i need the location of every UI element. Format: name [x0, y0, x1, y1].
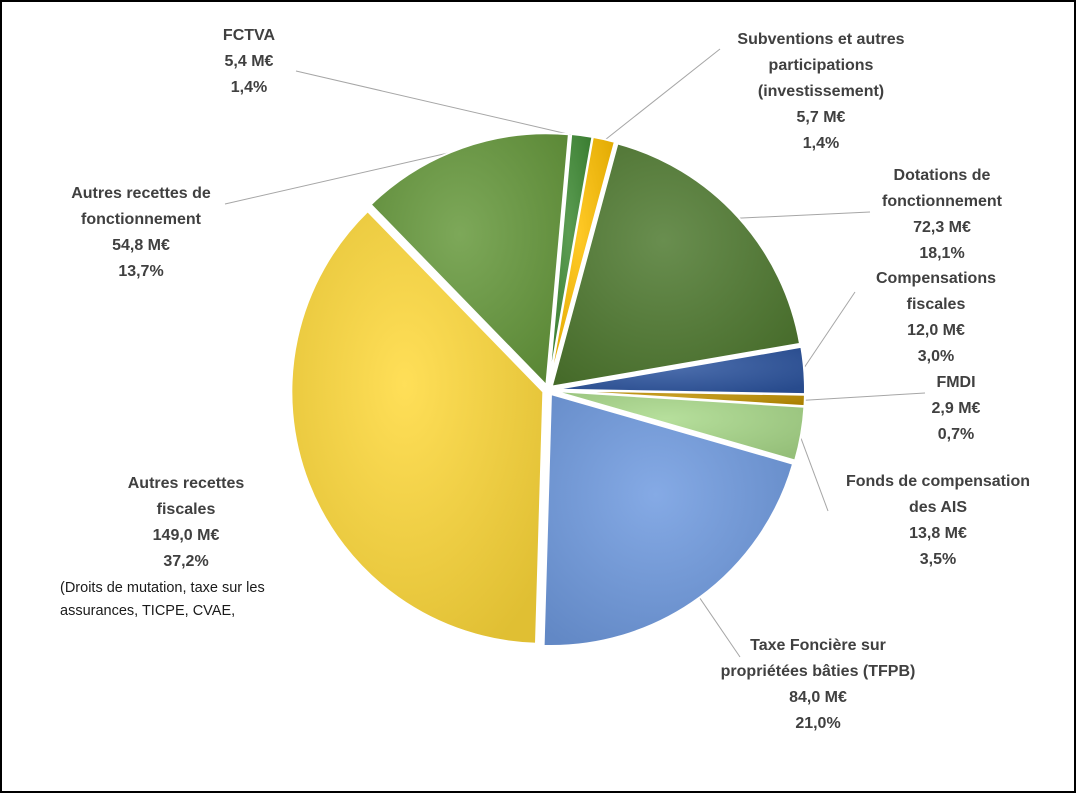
pie-slice-5	[542, 392, 795, 647]
slice-label-8: FCTVA 5,4 M€ 1,4%	[189, 23, 309, 101]
slice-label-text: FCTVA	[222, 27, 276, 44]
slice-note-text: assurances, TICPE, CVAE,	[60, 603, 236, 619]
leader-line-0	[603, 48, 721, 142]
slice-label-text: Fonds de compensation	[845, 473, 1030, 490]
slice-label-0: Subventions et autres participations (inve…	[691, 27, 951, 157]
leader-line-2	[801, 291, 856, 371]
slice-percent: 1,4%	[802, 135, 840, 152]
leader-line-8	[295, 70, 582, 138]
slice-percent: 0,7%	[937, 426, 975, 443]
pie-slice-8	[547, 132, 594, 386]
slice-label-5: Taxe Foncière sur propriétées bâties (TFP…	[688, 633, 948, 737]
slice-label-text: fiscales	[906, 296, 966, 313]
leader-line-4	[798, 433, 829, 512]
slice-value: 84,0 M€	[789, 689, 847, 706]
slice-label-6: Autres recettes fiscales 149,0 M€ 37,2%	[76, 471, 296, 575]
slice-percent: 37,2%	[163, 553, 209, 570]
slice-note-6: (Droits de mutation, taxe sur les assuran…	[60, 577, 265, 623]
slice-label-text: Autres recettes de	[71, 185, 211, 202]
slice-label-7: Autres recettes de fonctionnement 54,8 M€ 1…	[31, 181, 251, 285]
slice-value: 149,0 M€	[152, 527, 220, 544]
slice-value: 5,7 M€	[796, 109, 846, 126]
slice-label-text: fonctionnement	[81, 211, 201, 228]
leader-line-3	[802, 392, 926, 401]
slice-label-text: Compensations	[875, 270, 996, 287]
slice-label-text: FMDI	[936, 374, 976, 391]
slice-label-text: Taxe Foncière sur	[750, 637, 886, 654]
slice-label-1: Dotations de fonctionnement 72,3 M€ 18,1%	[842, 163, 1042, 267]
pie-slices	[290, 132, 806, 647]
slice-percent: 18,1%	[919, 245, 965, 262]
slice-label-text: Autres recettes	[127, 475, 245, 492]
slice-percent: 21,0%	[795, 715, 841, 732]
pie-slice-1	[550, 142, 802, 388]
slice-value: 72,3 M€	[913, 219, 971, 236]
leader-line-5	[697, 595, 741, 658]
slice-note-text: (Droits de mutation, taxe sur les	[60, 580, 265, 596]
slice-label-3: FMDI 2,9 M€ 0,7%	[896, 370, 1016, 448]
slice-label-text: Subventions et autres	[737, 31, 905, 48]
slice-label-4: Fonds de compensation des AIS 13,8 M€ 3,5%	[818, 469, 1058, 573]
slice-label-text: Dotations de	[893, 167, 991, 184]
slice-percent: 3,5%	[919, 551, 957, 568]
slice-value: 54,8 M€	[112, 237, 170, 254]
slice-label-text: propriétées bâties (TFPB)	[720, 663, 916, 680]
leader-line-1	[736, 211, 871, 219]
slice-percent: 3,0%	[917, 348, 955, 365]
pie-slice-6	[290, 209, 545, 645]
slice-value: 5,4 M€	[224, 53, 274, 70]
slice-percent: 1,4%	[230, 79, 268, 96]
slice-label-text: participations	[768, 57, 874, 74]
slice-percent: 13,7%	[118, 263, 164, 280]
slice-label-2: Compensations fiscales 12,0 M€ 3,0%	[836, 266, 1036, 370]
pie-slice-4	[552, 389, 806, 462]
slice-label-text: fonctionnement	[882, 193, 1002, 210]
slice-value: 12,0 M€	[907, 322, 965, 339]
slice-label-text: (investissement)	[757, 83, 885, 100]
pie-slice-7	[369, 132, 570, 388]
slice-value: 13,8 M€	[909, 525, 967, 542]
slice-value: 2,9 M€	[931, 400, 981, 417]
slice-label-text: des AIS	[908, 499, 968, 516]
slice-label-text: fiscales	[156, 501, 216, 518]
leader-line-7	[224, 149, 463, 205]
